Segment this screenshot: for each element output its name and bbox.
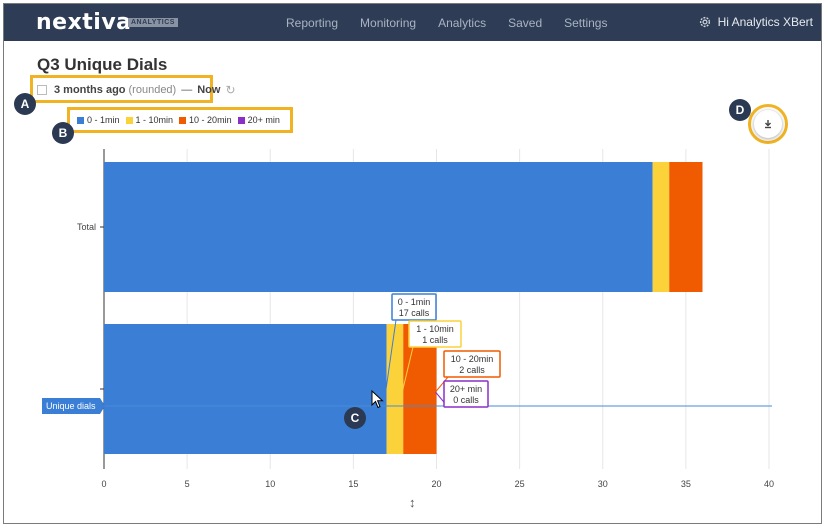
- tooltip-box: [408, 320, 462, 348]
- user-menu[interactable]: Hi Analytics XBert: [698, 15, 813, 29]
- stacked-bar-chart: 0 5 10 15 20 25 30 35 40 Total Unique dials 0 - 1mi…: [42, 149, 774, 489]
- nav-saved[interactable]: Saved: [508, 16, 543, 30]
- legend-label: 10 - 20min: [189, 115, 232, 125]
- legend-item-1-10min[interactable]: 1 - 10min: [125, 115, 174, 125]
- date-from[interactable]: 3 months ago: [54, 84, 126, 96]
- tooltip-box: [391, 293, 437, 321]
- nav-analytics[interactable]: Analytics: [438, 16, 487, 30]
- tooltip-pointer: [385, 319, 397, 393]
- x-tick-label: 35: [681, 479, 691, 489]
- x-tick-label: 15: [348, 479, 358, 489]
- tooltip-series-label: 10 - 20min: [451, 354, 494, 364]
- legend-label: 20+ min: [247, 115, 280, 125]
- nav-monitoring[interactable]: Monitoring: [360, 16, 417, 30]
- date-note: (rounded): [128, 84, 177, 96]
- bar-segment[interactable]: [104, 162, 653, 292]
- download-button[interactable]: [754, 110, 782, 138]
- tooltip-value: 0 calls: [453, 395, 479, 405]
- bar-segment[interactable]: [652, 162, 670, 292]
- bar-segment[interactable]: [104, 324, 387, 454]
- date-separator: —: [181, 84, 193, 96]
- legend-label: 0 - 1min: [87, 115, 120, 125]
- tooltip-series-label: 1 - 10min: [416, 324, 454, 334]
- bar-segment[interactable]: [386, 324, 404, 454]
- page-title: Q3 Unique Dials: [37, 55, 168, 74]
- nav-settings[interactable]: Settings: [564, 16, 608, 30]
- x-tick-label: 40: [764, 479, 774, 489]
- callout-badge-a: A: [14, 93, 36, 115]
- tooltip-pointer: [401, 346, 414, 393]
- tooltip-pointer: [435, 376, 449, 393]
- x-tick-label: 25: [515, 479, 525, 489]
- callout-badge-b: B: [52, 122, 74, 144]
- legend-item-20plus-min[interactable]: 20+ min: [237, 115, 280, 125]
- nextiva-logo[interactable]: nextiva: [36, 10, 132, 35]
- analytics-badge: ANALYTICS: [128, 18, 178, 27]
- refresh-icon[interactable]: ↻: [225, 83, 236, 97]
- app-window: nextiva ANALYTICS Reporting Monitoring A…: [3, 3, 822, 524]
- gear-icon: [699, 16, 710, 28]
- tooltip-series-label: 20+ min: [450, 384, 482, 394]
- mouse-cursor-icon: [371, 390, 384, 409]
- x-tick-label: 20: [431, 479, 441, 489]
- y-tick-label: Total: [77, 222, 96, 232]
- y-label-highlight: [42, 398, 105, 414]
- bar-segment[interactable]: [669, 162, 703, 292]
- tooltip-value: 2 calls: [459, 365, 485, 375]
- tooltip-series-label: 0 - 1min: [398, 297, 431, 307]
- date-range-callout: [30, 75, 213, 103]
- legend-item-0-1min[interactable]: 0 - 1min: [77, 115, 120, 125]
- chart-legend: 0 - 1min 1 - 10min 10 - 20min 20+ min: [77, 115, 286, 125]
- tooltip-value: 1 calls: [422, 335, 448, 345]
- tooltip-value: 17 calls: [399, 308, 430, 318]
- user-greeting: Hi Analytics XBert: [717, 15, 813, 29]
- legend-label: 1 - 10min: [135, 115, 174, 125]
- tooltip-box: [443, 380, 489, 408]
- legend-item-10-20min[interactable]: 10 - 20min: [179, 115, 232, 125]
- legend-callout: [67, 107, 293, 133]
- x-tick-label: 0: [101, 479, 106, 489]
- date-to[interactable]: Now: [197, 84, 221, 96]
- date-range-picker[interactable]: 3 months ago (rounded) — Now ↻: [37, 83, 236, 97]
- callout-badge-c: C: [344, 407, 366, 429]
- x-tick-label: 10: [265, 479, 275, 489]
- callout-badge-d: D: [729, 99, 751, 121]
- top-navigation-bar: nextiva ANALYTICS Reporting Monitoring A…: [4, 4, 821, 41]
- download-callout: [748, 104, 788, 144]
- main-nav: Reporting Monitoring Analytics Saved Set…: [286, 16, 629, 30]
- legend-swatch: [237, 116, 245, 124]
- calendar-icon: [37, 85, 47, 95]
- nav-reporting[interactable]: Reporting: [286, 16, 339, 30]
- legend-swatch: [179, 116, 187, 124]
- x-tick-label: 5: [185, 479, 190, 489]
- tooltip-box: [443, 350, 501, 378]
- x-tick-label: 30: [598, 479, 608, 489]
- y-tick-label: Unique dials: [46, 401, 96, 411]
- download-icon: [765, 120, 771, 129]
- legend-swatch: [77, 116, 84, 124]
- legend-swatch: [125, 116, 133, 124]
- resize-handle-icon[interactable]: ↕: [409, 495, 416, 510]
